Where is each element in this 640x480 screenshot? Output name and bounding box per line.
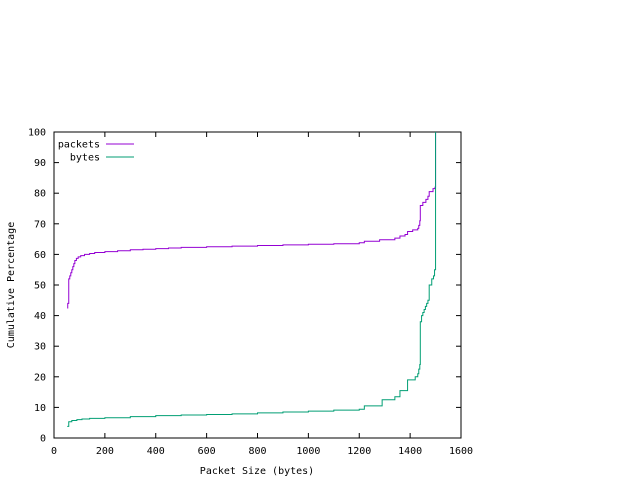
y-tick-label: 0 [40,434,46,445]
x-tick-label: 400 [147,446,165,457]
y-tick-label: 60 [34,250,46,261]
x-tick-label: 800 [248,446,266,457]
y-tick-label: 50 [34,281,46,292]
series-lines [67,132,437,427]
y-tick-label: 70 [34,219,46,230]
y-tick-label: 10 [34,403,46,414]
series-line-packets [67,132,437,309]
series-line-bytes [67,132,437,427]
legend-label-bytes: bytes [70,153,100,164]
y-axis-label: Cumulative Percentage [6,222,17,348]
x-tick-label: 600 [198,446,216,457]
y-tick-label: 40 [34,311,46,322]
x-tick-label: 200 [96,446,114,457]
y-tick-label: 20 [34,372,46,383]
x-tick-label: 1400 [398,446,422,457]
x-tick-label: 1600 [449,446,473,457]
x-axis-label: Packet Size (bytes) [200,466,314,477]
axis-ticks: 0 200 400 600 800 1000 1200 1400 1600 0 10 20 30 40 50… [28,128,473,458]
y-tick-label: 80 [34,189,46,200]
legend: packets bytes [58,140,134,164]
legend-label-packets: packets [58,140,100,151]
x-tick-label: 1000 [296,446,320,457]
x-tick-label: 0 [51,446,57,457]
x-tick-label: 1200 [347,446,371,457]
y-tick-label: 100 [28,128,46,139]
y-tick-label: 90 [34,158,46,169]
y-tick-label: 30 [34,342,46,353]
